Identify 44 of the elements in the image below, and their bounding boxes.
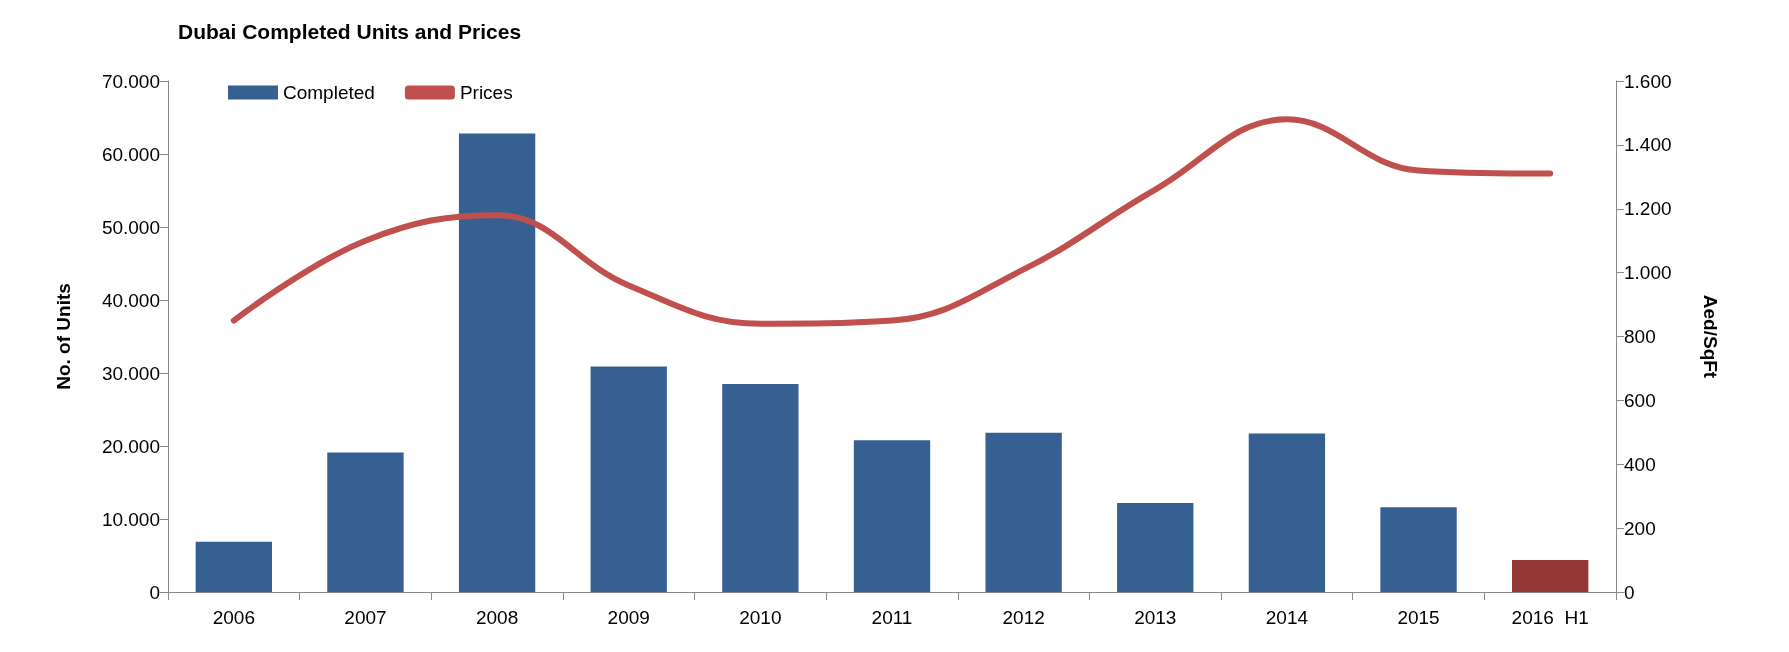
y-tick-label: 70.000 — [101, 70, 160, 92]
bar — [1380, 507, 1457, 592]
bar — [327, 452, 404, 592]
x-tick-label: 2012 — [1002, 607, 1045, 628]
legend-label: Completed — [283, 82, 375, 103]
y2-tick-label: 200 — [1624, 517, 1656, 539]
x-tick-label: 2007 — [344, 607, 387, 628]
y-tick-label: 40.000 — [101, 289, 160, 311]
legend-label: Prices — [459, 82, 513, 103]
y-tick-label: 60.000 — [101, 143, 160, 165]
bar — [1512, 559, 1589, 592]
x-tick-label: 2014 — [1265, 607, 1309, 628]
bar — [195, 541, 272, 592]
y2-tick-label: 800 — [1624, 326, 1656, 347]
y2-tick-label: 1.000 — [1624, 262, 1672, 284]
y-tick-label: 10.000 — [101, 508, 160, 530]
x-tick-label: 2009 — [607, 607, 650, 628]
bar — [853, 440, 931, 592]
y2-tick-label: 1.600 — [1624, 70, 1672, 92]
y2-tick-label: 0 — [1624, 581, 1635, 603]
y-tick-label: 50.000 — [101, 216, 160, 238]
y2-tick-label: 400 — [1624, 453, 1656, 475]
y-tick-label: 20.000 — [101, 435, 160, 457]
bar — [1117, 502, 1194, 592]
y2-tick-label: 1.400 — [1624, 134, 1672, 156]
y2-tick-label: 600 — [1624, 389, 1656, 411]
x-tick-label: 2006 — [212, 607, 255, 628]
y-tick-label: 0 — [149, 581, 160, 603]
x-tick-label: 2015 — [1397, 607, 1440, 628]
bar — [458, 133, 536, 592]
x-tick-label: 2013 — [1134, 607, 1177, 628]
bar — [590, 366, 667, 592]
y2-axis-title: Aed/SqFt — [1700, 294, 1721, 379]
bar — [1248, 433, 1326, 592]
x-tick-label: 2016 H1 — [1511, 607, 1589, 628]
x-tick-label: 2010 — [739, 607, 782, 628]
bar — [722, 383, 799, 592]
y2-tick-label: 1.200 — [1624, 198, 1672, 220]
x-tick-label: 2008 — [475, 607, 519, 628]
y-axis-title: No. of Units — [53, 283, 74, 390]
chart-title: Dubai Completed Units and Prices — [178, 20, 522, 43]
y-tick-label: 30.000 — [101, 362, 160, 384]
x-tick-label: 2011 — [871, 607, 913, 628]
bar — [985, 432, 1062, 592]
